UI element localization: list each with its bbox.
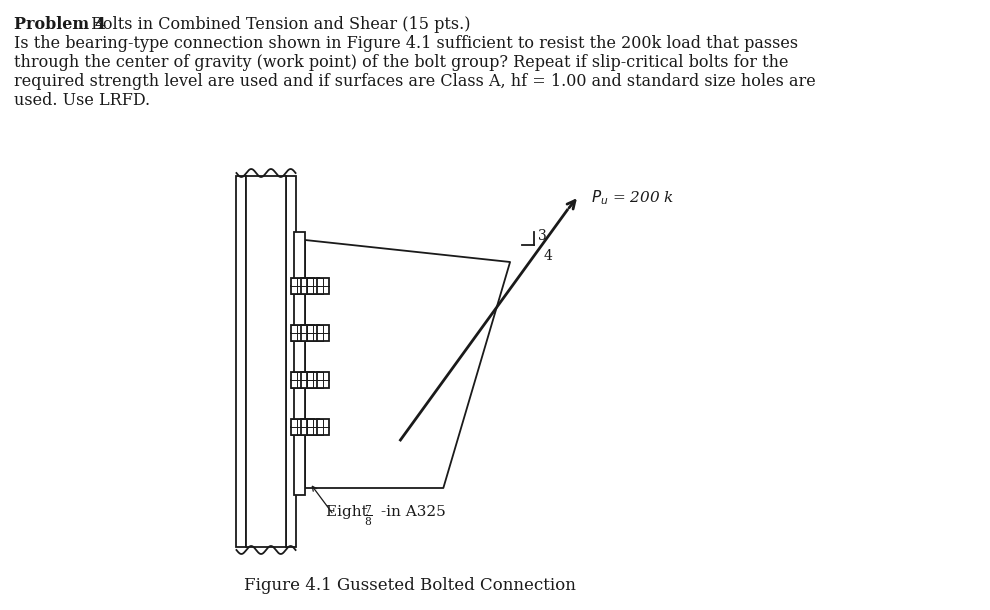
Text: Is the bearing-type connection shown in Figure 4.1 sufficient to resist the 200k: Is the bearing-type connection shown in … bbox=[14, 35, 798, 52]
Bar bbox=[301, 278, 314, 294]
Bar bbox=[246, 176, 286, 547]
Text: Problem 4: Problem 4 bbox=[14, 16, 106, 33]
Bar bbox=[317, 278, 329, 294]
Bar bbox=[294, 232, 305, 495]
Text: used. Use LRFD.: used. Use LRFD. bbox=[14, 92, 150, 109]
Text: -in A325: -in A325 bbox=[381, 505, 446, 519]
Text: required strength level are used and if surfaces are Class A, hf = 1.00 and stan: required strength level are used and if … bbox=[14, 73, 816, 90]
Text: Figure 4.1 Gusseted Bolted Connection: Figure 4.1 Gusseted Bolted Connection bbox=[244, 577, 576, 594]
Bar bbox=[317, 325, 329, 341]
Text: 4: 4 bbox=[544, 249, 552, 263]
Bar bbox=[291, 419, 304, 435]
Bar bbox=[307, 325, 319, 341]
Bar bbox=[307, 372, 319, 388]
Text: $P_{u}$ = 200 k: $P_{u}$ = 200 k bbox=[591, 188, 674, 207]
Bar bbox=[301, 372, 314, 388]
Text: $\mathregular{\frac{7}{8}}$: $\mathregular{\frac{7}{8}}$ bbox=[364, 503, 373, 528]
Text: Eight: Eight bbox=[326, 505, 372, 519]
Bar bbox=[291, 278, 304, 294]
Bar bbox=[237, 176, 246, 547]
Bar bbox=[291, 372, 304, 388]
Text: through the center of gravity (work point) of the bolt group? Repeat if slip-cri: through the center of gravity (work poin… bbox=[14, 54, 789, 71]
Bar bbox=[301, 419, 314, 435]
Bar bbox=[307, 278, 319, 294]
Text: 3: 3 bbox=[538, 229, 546, 243]
Bar bbox=[286, 176, 296, 547]
Bar bbox=[301, 325, 314, 341]
Text: Bolts in Combined Tension and Shear (15 pts.): Bolts in Combined Tension and Shear (15 … bbox=[86, 16, 470, 33]
Bar bbox=[317, 372, 329, 388]
Bar bbox=[291, 325, 304, 341]
Bar bbox=[307, 419, 319, 435]
Bar bbox=[317, 419, 329, 435]
